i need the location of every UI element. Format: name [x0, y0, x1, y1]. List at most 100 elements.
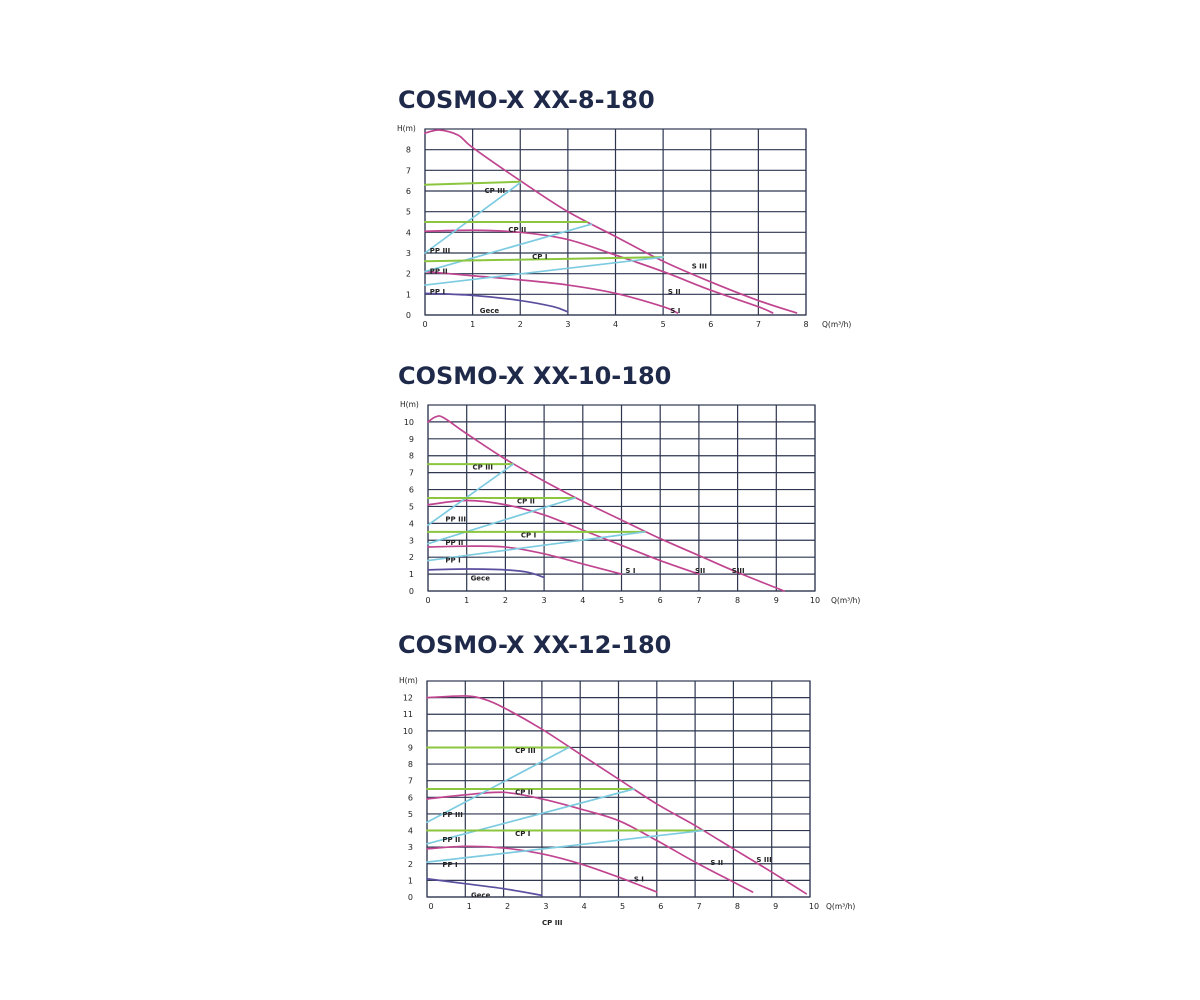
x-tick-label: 1	[464, 596, 469, 605]
curve-label: PP I	[442, 861, 457, 869]
cp-curve-9	[424, 256, 665, 263]
x-tick-label: 7	[756, 320, 761, 329]
x-tick-label: 8	[735, 596, 740, 605]
y-tick-label: 3	[406, 249, 411, 258]
curve-label: Gece	[480, 307, 500, 315]
y-tick-label: 1	[409, 570, 414, 579]
y-tick-label: 0	[408, 893, 413, 902]
curve-label: S II	[668, 288, 681, 296]
y-tick-label: 0	[409, 587, 414, 596]
y-tick-label: 12	[403, 694, 413, 703]
y-tick-label: 5	[409, 502, 414, 511]
chart-title-3: COSMO-X XX-12-180	[398, 631, 672, 659]
x-tick-label: 9	[774, 596, 779, 605]
x-tick-label: 4	[613, 320, 618, 329]
x-tick-label: 7	[697, 902, 702, 911]
pp-curve-6	[427, 463, 514, 526]
curve-label: S I	[634, 876, 644, 884]
curve-label: S I	[625, 567, 635, 575]
curve-label: S III	[756, 856, 771, 864]
x-tick-label: 2	[518, 320, 523, 329]
curve-label: S III	[692, 262, 707, 270]
pp-curve-10	[426, 829, 704, 863]
curve-label: PP III	[442, 811, 463, 819]
x-tick-label: 8	[735, 902, 740, 911]
y-tick-label: 9	[408, 743, 413, 752]
x-axis-label: Q(m³/h)	[831, 596, 860, 605]
x-tick-label: 4	[582, 902, 587, 911]
chart-title-1: COSMO-X XX-8-180	[398, 86, 655, 114]
pp-curve-10	[424, 256, 664, 286]
speed-curve-1	[424, 129, 798, 314]
x-tick-label: 0	[425, 596, 430, 605]
y-tick-label: 10	[404, 418, 414, 427]
y-tick-label: 3	[408, 843, 413, 852]
pp-curve-8	[426, 788, 635, 845]
pp-curve-8	[424, 223, 593, 273]
curve-label: CP I	[532, 253, 547, 261]
y-tick-label: 5	[408, 810, 413, 819]
curve-label: Gece	[471, 892, 491, 900]
y-tick-label: 8	[409, 452, 414, 461]
x-tick-label: 0	[428, 902, 433, 911]
chart-2: 0 1 2 3 4 5 6 7 8 9 10 0 1 2 3 4 5 6 7 8 9 10 H(m) Q(m³/h) CP II…	[400, 400, 860, 605]
x-tick-label: 4	[580, 596, 585, 605]
curve-label: CP III	[515, 747, 536, 755]
speed-curve-2	[427, 499, 700, 575]
x-tick-label: 1	[470, 320, 475, 329]
y-tick-label: 9	[409, 435, 414, 444]
chart-title-2: COSMO-X XX-10-180	[398, 362, 672, 390]
curve-label: PP III	[430, 247, 451, 255]
y-axis-label: H(m)	[400, 400, 419, 409]
x-tick-label: 5	[619, 596, 624, 605]
curve-label: CP II	[508, 226, 526, 234]
x-tick-label: 10	[809, 902, 819, 911]
y-tick-label: 6	[409, 486, 414, 495]
curve-label: PP II	[430, 268, 448, 276]
x-tick-label: 7	[696, 596, 701, 605]
y-tick-label: 7	[408, 777, 413, 786]
chart-1: 0 1 2 3 4 5 6 7 8 0 1 2 3 4 5 6 7 8 H(m) Q(m³/h) CP III CP II…	[397, 124, 851, 329]
night-curve-4	[426, 877, 543, 897]
y-tick-label: 7	[409, 469, 414, 478]
x-axis-label: Q(m³/h)	[826, 902, 855, 911]
pp-curve-6	[426, 746, 570, 824]
y-tick-label: 5	[406, 208, 411, 217]
x-tick-label: 0	[422, 320, 427, 329]
below-axis-note: CP III	[542, 919, 563, 927]
speed-curve-3	[426, 845, 658, 893]
y-tick-label: 7	[406, 166, 411, 175]
curve-label: PP II	[442, 836, 460, 844]
y-tick-label: 1	[406, 290, 411, 299]
speed-curve-2	[426, 791, 754, 893]
curve-label: SII	[695, 567, 705, 575]
pp-curve-6	[424, 181, 522, 254]
curve-label: CP III	[485, 187, 506, 195]
x-tick-label: 3	[542, 596, 547, 605]
y-tick-label: 11	[403, 710, 413, 719]
curve-label: SIII	[732, 567, 745, 575]
x-tick-label: 3	[565, 320, 570, 329]
x-tick-label: 5	[620, 902, 625, 911]
pp-curve-10	[427, 530, 646, 562]
x-tick-label: 3	[543, 902, 548, 911]
y-tick-label: 8	[408, 760, 413, 769]
y-tick-label: 6	[408, 793, 413, 802]
speed-curve-1	[426, 695, 808, 895]
x-tick-label: 8	[803, 320, 808, 329]
night-curve-4	[427, 568, 545, 579]
x-tick-label: 6	[658, 596, 663, 605]
y-tick-label: 4	[408, 827, 413, 836]
cp-curve-5	[424, 180, 522, 186]
y-tick-label: 4	[409, 519, 414, 528]
curve-label: CP II	[517, 498, 535, 506]
curve-label: Gece	[471, 574, 491, 582]
x-tick-label: 9	[773, 902, 778, 911]
speed-curve-3	[424, 270, 679, 314]
y-tick-label: 2	[406, 270, 411, 279]
pp-curve-8	[427, 497, 576, 545]
curve-label: S II	[710, 859, 723, 867]
x-tick-label: 5	[661, 320, 666, 329]
curve-label: PP III	[445, 515, 466, 523]
